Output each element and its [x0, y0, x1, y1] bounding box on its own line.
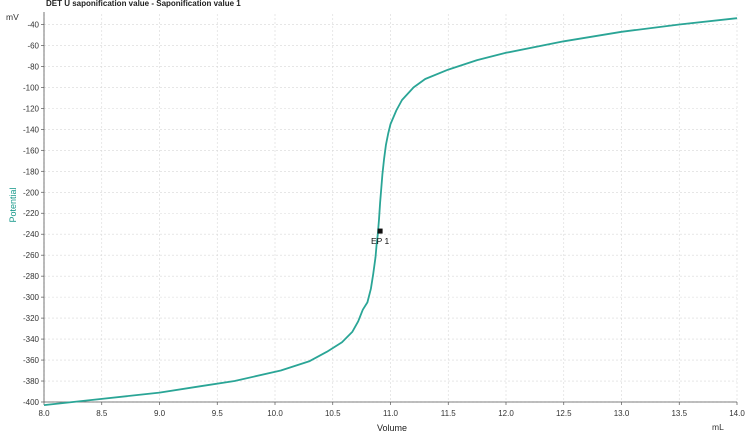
- x-tick-label: 8.5: [96, 409, 108, 418]
- chart-title: DET U saponification value - Saponificat…: [46, 0, 241, 8]
- x-tick-label: 13.5: [671, 409, 687, 418]
- y-tick-label: -400: [23, 398, 40, 407]
- grid: [43, 14, 738, 403]
- y-tick-label: -260: [23, 251, 40, 260]
- y-tick-label: -60: [27, 41, 39, 50]
- endpoint-label: EP 1: [371, 236, 390, 246]
- x-axis-label: Volume: [377, 423, 407, 433]
- y-tick-label: -300: [23, 293, 40, 302]
- x-tick-label: 10.0: [267, 409, 283, 418]
- x-tick-label: 14.0: [729, 409, 745, 418]
- potential-curve: [43, 17, 738, 406]
- y-tick-label: -200: [23, 188, 40, 197]
- x-tick-label: 8.0: [38, 409, 50, 418]
- y-axis-label: Potential: [8, 187, 18, 222]
- y-tick-label: -180: [23, 167, 40, 176]
- y-tick-label: -120: [23, 104, 40, 113]
- x-tick-label: 12.5: [556, 409, 572, 418]
- x-tick-label: 9.5: [212, 409, 224, 418]
- x-tick-label: 13.0: [614, 409, 630, 418]
- y-tick-label: -340: [23, 335, 40, 344]
- y-tick-label: -80: [27, 62, 39, 71]
- x-unit-label: mL: [712, 422, 724, 432]
- series-group: [43, 17, 738, 406]
- y-tick-label: -40: [27, 20, 39, 29]
- y-tick-label: -380: [23, 377, 40, 386]
- y-tick-label: -220: [23, 209, 40, 218]
- x-tick-label: 12.0: [498, 409, 514, 418]
- annotations: EP 1: [371, 228, 390, 246]
- y-tick-label: -280: [23, 272, 40, 281]
- y-tick-label: -360: [23, 356, 40, 365]
- y-tick-label: -160: [23, 146, 40, 155]
- y-unit-label: mV: [6, 12, 19, 22]
- y-tick-label: -320: [23, 314, 40, 323]
- y-tick-label: -140: [23, 125, 40, 134]
- y-tick-label: -100: [23, 83, 40, 92]
- endpoint-marker: [377, 228, 383, 234]
- axes: 8.0 8.5 9.0 9.5 10.0 10.5 11.0 11.5 12.0 12.5 13.0…: [23, 12, 745, 418]
- x-tick-label: 10.5: [325, 409, 341, 418]
- x-tick-label: 11.5: [441, 409, 457, 418]
- y-tick-label: -240: [23, 230, 40, 239]
- x-tick-label: 11.0: [383, 409, 399, 418]
- x-tick-label: 9.0: [154, 409, 166, 418]
